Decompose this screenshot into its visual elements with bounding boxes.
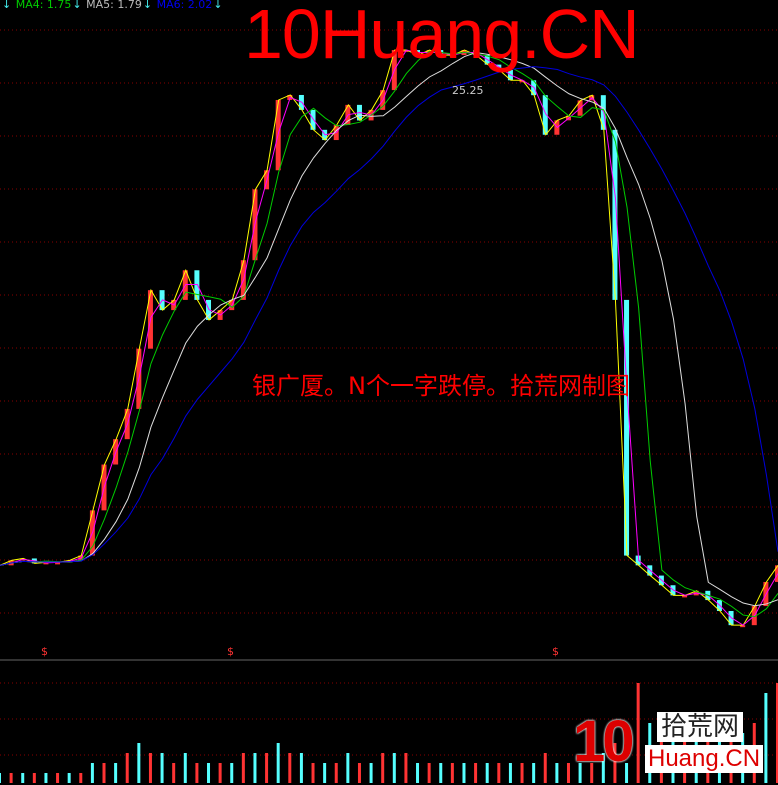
volume-bar (590, 763, 594, 783)
legend-ma4: MA4: 1.75 (15, 0, 72, 11)
candle (624, 299, 630, 556)
price-line (0, 49, 778, 626)
candle (194, 270, 200, 300)
volume-bar (125, 753, 129, 783)
candle (600, 95, 606, 130)
volume-bar (265, 753, 269, 783)
volume-bar (241, 753, 245, 783)
ma-line (0, 49, 778, 626)
volume-bar (44, 773, 48, 783)
volume-bar (764, 693, 768, 783)
volume-bar (625, 763, 629, 783)
volume-bar (90, 763, 94, 783)
volume-bar (427, 763, 431, 783)
volume-bar (578, 763, 582, 783)
volume-bar (357, 763, 361, 783)
arrow-down-icon: ↓ (142, 0, 153, 11)
volume-bar (253, 753, 257, 783)
volume-bar (532, 763, 536, 783)
candle (775, 565, 778, 582)
volume-bar (311, 763, 315, 783)
volume-bar (381, 753, 385, 783)
volume-bar (485, 763, 489, 783)
arrow-down-icon: ↓ (2, 0, 12, 11)
volume-bar (404, 753, 408, 783)
ma-legend: ↓ MA4: 1.75↓ MA5: 1.79↓ MA6: 2.02↓ (2, 0, 224, 11)
volume-bar (566, 763, 570, 783)
candle (206, 299, 212, 320)
legend-ma5: MA5: 1.79 (86, 0, 142, 11)
watermark: 10Huang.CN (244, 0, 640, 73)
volume-bar (102, 763, 106, 783)
volume-bar (79, 773, 83, 783)
arrow-down-icon: ↓ (72, 0, 82, 11)
volume-bar (230, 763, 234, 783)
logo-cn: 拾荒网 (657, 712, 744, 742)
ma-line (0, 66, 778, 566)
volume-bar (462, 763, 466, 783)
legend-ma6: MA6: 2.02 (156, 0, 213, 11)
volume-bar (776, 683, 778, 783)
volume-bar (474, 763, 478, 783)
volume-bar (392, 753, 396, 783)
volume-bar (21, 773, 25, 783)
candle (519, 80, 525, 83)
candle (310, 109, 316, 130)
event-marker[interactable]: $ (41, 645, 48, 658)
volume-bar (508, 763, 512, 783)
volume-bar (114, 763, 118, 783)
volume-bar (520, 763, 524, 783)
volume-bar (334, 763, 338, 783)
candle (612, 129, 618, 300)
volume-bar (160, 753, 164, 783)
volume-bar (636, 683, 640, 783)
volume-bar (9, 773, 13, 783)
volume-bar (450, 763, 454, 783)
volume-bar (299, 753, 303, 783)
volume-bar (323, 763, 327, 783)
event-marker[interactable]: $ (552, 645, 559, 658)
volume-bar (32, 773, 36, 783)
volume-bar (67, 773, 71, 783)
volume-bar (613, 743, 617, 783)
volume-bar (601, 753, 605, 783)
candle (55, 562, 61, 565)
logo: 10 拾荒网 Huang.CN (573, 712, 773, 780)
volume-bar (172, 763, 176, 783)
volume-bar (56, 773, 60, 783)
volume-bar (218, 763, 222, 783)
event-marker[interactable]: $ (227, 645, 234, 658)
volume-bar (0, 773, 1, 783)
volume-bar (207, 763, 211, 783)
candle (635, 555, 641, 566)
candle (449, 55, 455, 58)
volume-bar (369, 763, 373, 783)
volume-bar (195, 763, 199, 783)
arrow-down-icon: ↓ (213, 0, 223, 11)
candle (682, 595, 688, 598)
logo-en: Huang.CN (645, 745, 764, 773)
volume-bar (439, 763, 443, 783)
logo-ten: 10 (573, 709, 634, 774)
volume-bar (543, 753, 547, 783)
volume-bar (416, 763, 420, 783)
volume-bar (346, 753, 350, 783)
chart-caption: 银广厦。N个一字跌停。拾荒网制图 (252, 372, 630, 400)
ma-line (0, 50, 778, 618)
volume-bar (276, 743, 280, 783)
candle (542, 95, 548, 135)
ma-line (0, 52, 778, 607)
volume-bar (148, 753, 152, 783)
volume-bar (137, 743, 141, 783)
volume-bar (555, 763, 559, 783)
volume-bar (288, 753, 292, 783)
candle (43, 562, 49, 565)
max-price-label: 25.25 (452, 84, 484, 97)
volume-bar (497, 763, 501, 783)
volume-bar (183, 753, 187, 783)
candle (740, 625, 746, 628)
